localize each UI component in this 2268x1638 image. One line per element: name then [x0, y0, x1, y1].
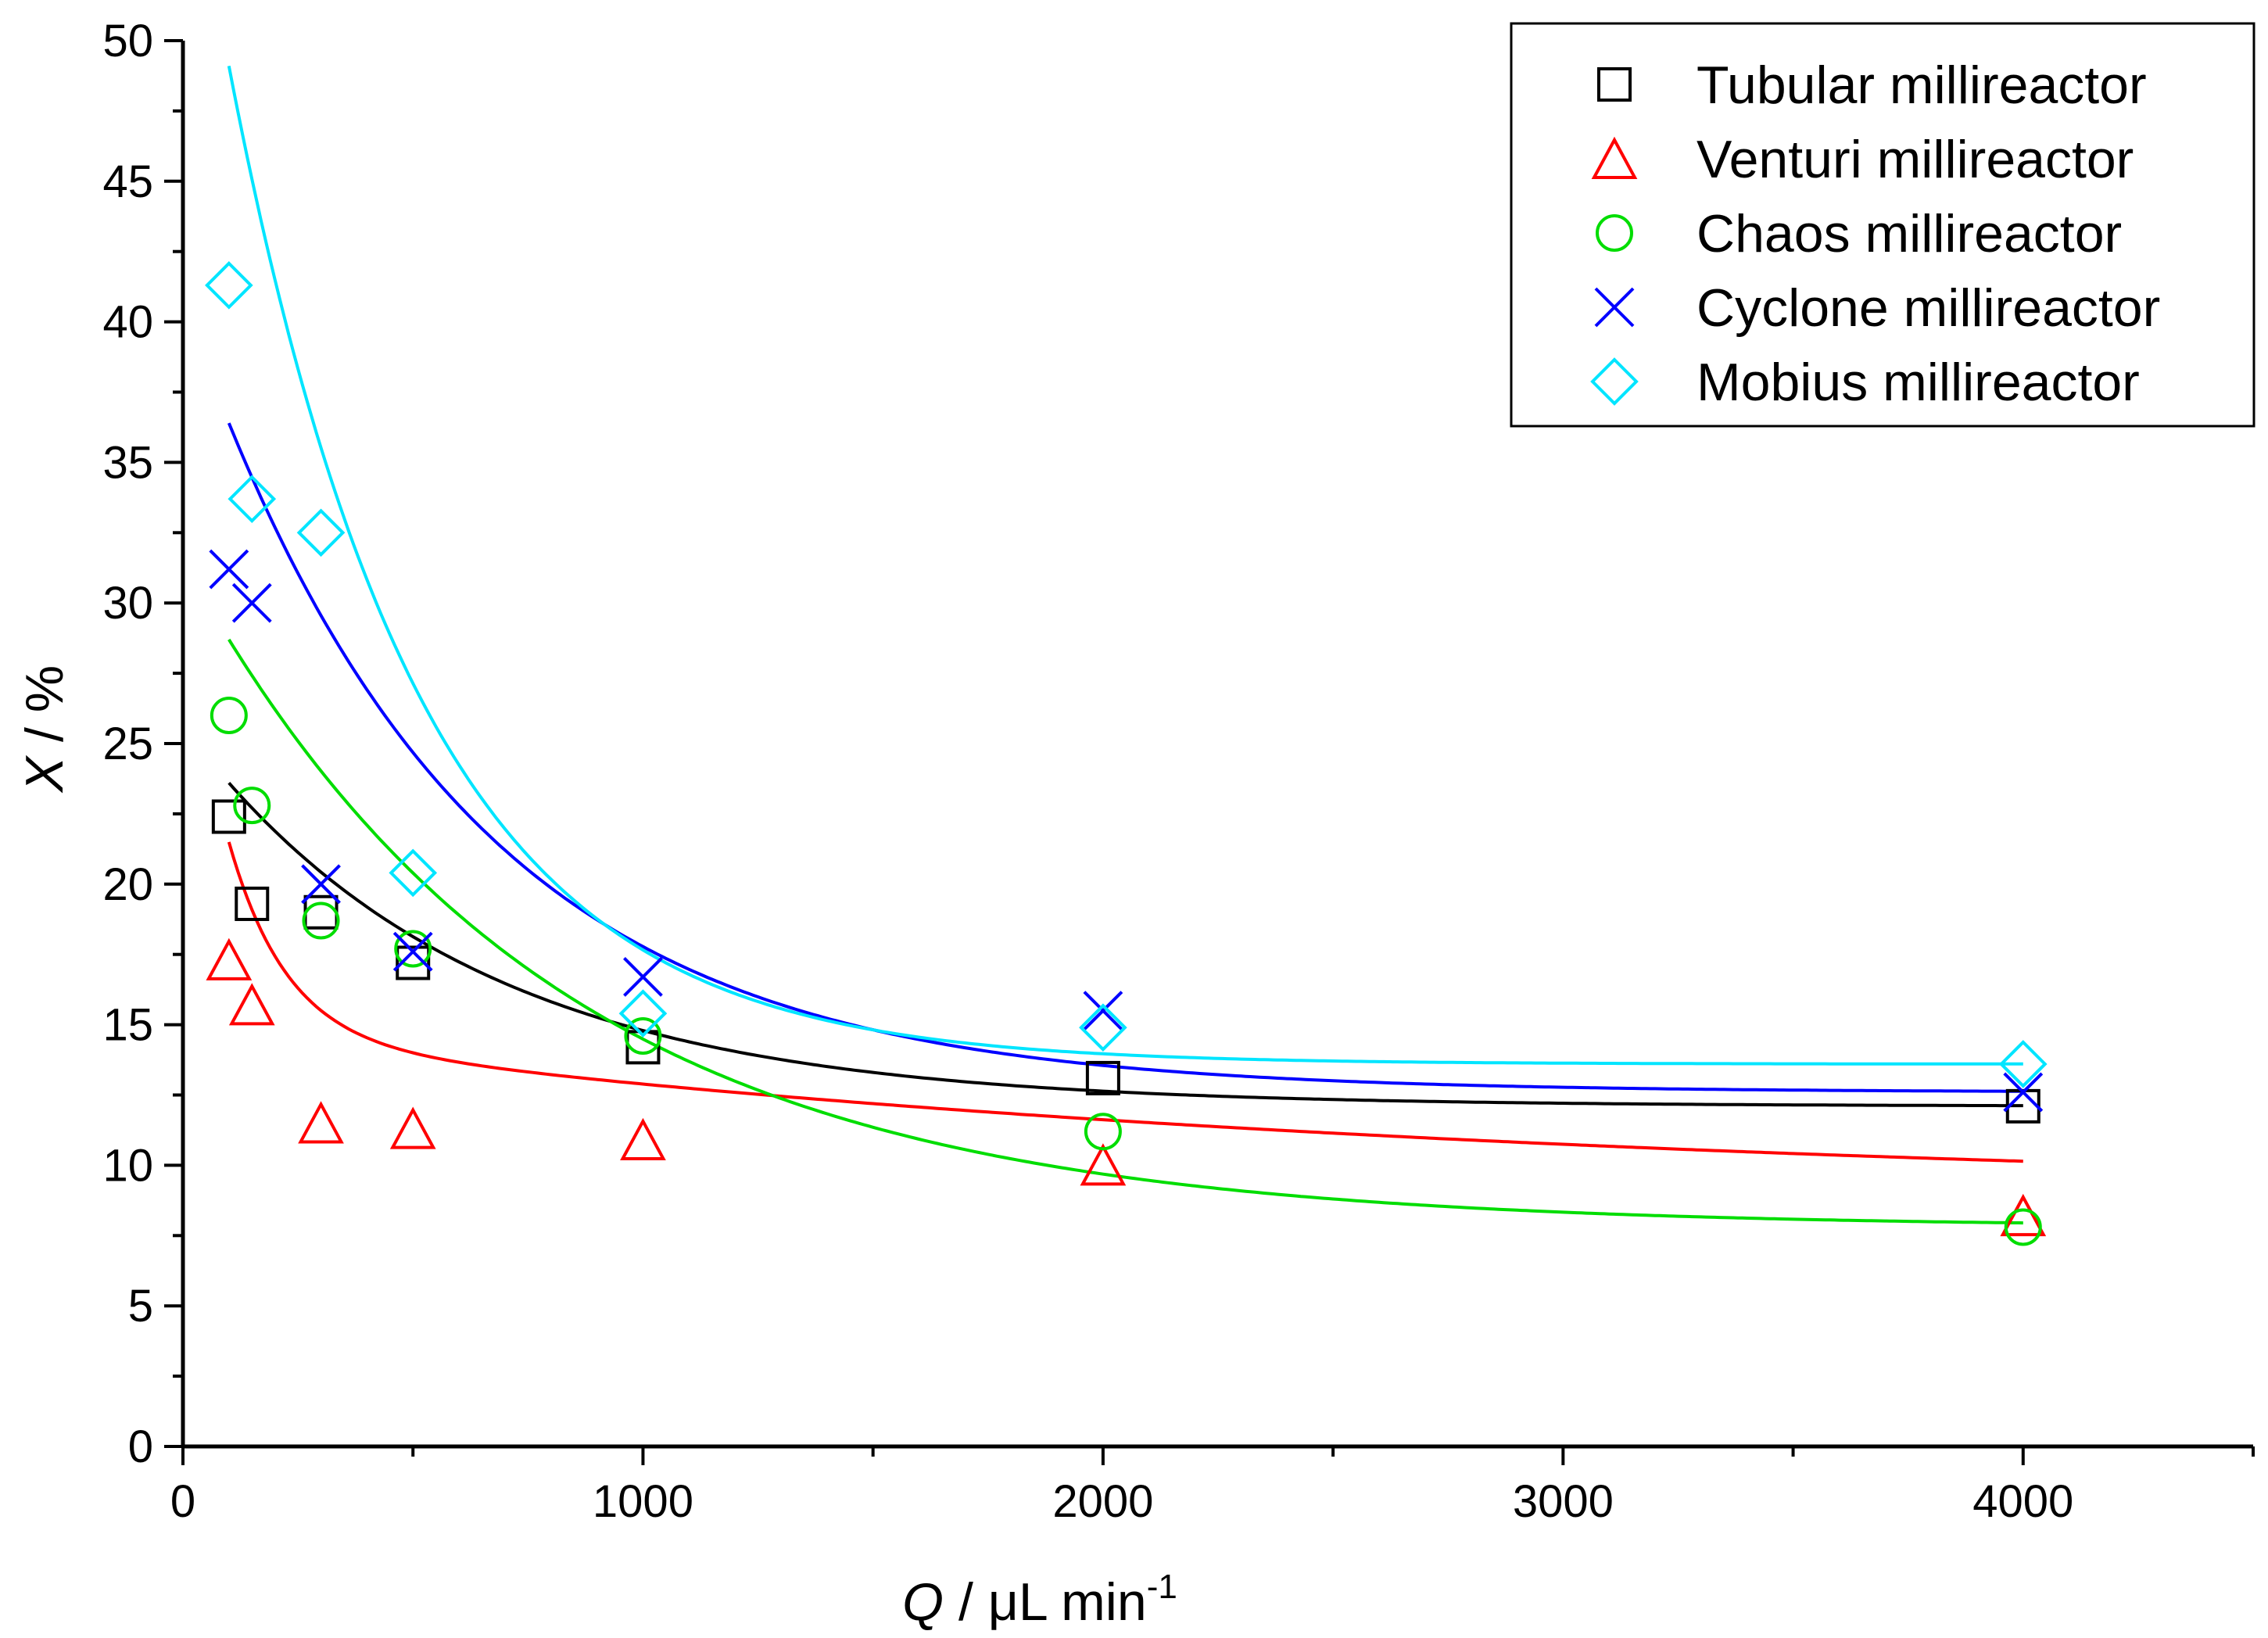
data-point: [235, 886, 270, 921]
data-point: [303, 894, 339, 930]
y-tick-label: 40: [102, 297, 153, 348]
x-tick-label: 2000: [1052, 1476, 1153, 1527]
legend-marker: [1594, 287, 1635, 328]
fit-curve: [227, 66, 2023, 1066]
data-point: [211, 799, 246, 834]
data-point: [302, 901, 340, 940]
y-axis-title: X / %: [15, 665, 74, 794]
data-point: [2003, 1072, 2044, 1113]
fit-curve: [228, 781, 2023, 1108]
data-point: [623, 957, 663, 997]
data-point: [206, 937, 253, 980]
y-tick-label: 15: [102, 1000, 153, 1051]
y-tick-label: 50: [102, 16, 153, 66]
legend-marker: [1590, 357, 1639, 406]
plot-area: [205, 66, 2048, 1246]
legend-label: Venturi millireactor: [1697, 130, 2134, 189]
data-markers: [205, 261, 2048, 1246]
data-point: [2004, 1208, 2042, 1246]
data-point: [205, 261, 253, 310]
x-tick-label: 1000: [593, 1476, 693, 1527]
x-tick-label: 3000: [1513, 1476, 1614, 1527]
data-point: [1085, 1060, 1120, 1095]
data-point: [233, 787, 271, 825]
y-tick-label: 45: [102, 156, 153, 207]
data-point: [1080, 1143, 1127, 1186]
y-tick-label: 30: [102, 578, 153, 629]
y-tick-label: 25: [102, 719, 153, 769]
data-point: [392, 931, 433, 972]
data-point: [2000, 1193, 2047, 1237]
x-tick-label: 0: [170, 1476, 195, 1527]
x-axis-title: Q / μL min-1: [902, 1568, 1177, 1632]
legend-marker: [1597, 67, 1632, 102]
data-point: [1079, 1003, 1127, 1052]
legend: Tubular millireactor Venturi millireactor…: [1510, 22, 2255, 428]
data-point: [389, 1106, 436, 1149]
legend-label: Cyclone millireactor: [1697, 278, 2160, 338]
data-point: [620, 1117, 666, 1161]
data-point: [1998, 1040, 2048, 1088]
y-tick-label: 10: [102, 1140, 153, 1191]
legend-marker: [1596, 214, 1633, 252]
data-point: [624, 1016, 662, 1055]
legend-label: Mobius millireactor: [1697, 353, 2140, 412]
data-point: [389, 848, 438, 898]
fit-curve: [227, 422, 2023, 1093]
x-tick-label: 4000: [1972, 1476, 2073, 1527]
legend-marker: [1591, 136, 1638, 179]
legend-label: Chaos millireactor: [1697, 204, 2122, 263]
legend-box: [1510, 22, 2255, 428]
data-point: [296, 508, 346, 557]
data-point: [625, 1030, 661, 1065]
axes: 0 1000 2000 3000 4000 0 5 10 15 20 25 30 35 40 45 50: [102, 16, 2255, 1527]
legend-items: Tubular millireactor Venturi millireactor…: [1590, 56, 2160, 412]
data-point: [396, 945, 431, 980]
data-point: [298, 1101, 344, 1144]
data-point: [228, 475, 277, 523]
y-tick-label: 35: [102, 437, 153, 488]
data-point: [209, 549, 249, 590]
legend-label: Tubular millireactor: [1697, 56, 2147, 115]
y-tick-label: 5: [128, 1281, 153, 1332]
data-point: [210, 697, 248, 735]
data-point: [1083, 991, 1123, 1031]
data-point: [231, 582, 272, 623]
fit-curves: [227, 66, 2023, 1225]
y-tick-label: 0: [128, 1421, 153, 1472]
data-point: [394, 930, 432, 968]
data-point: [618, 989, 668, 1038]
fit-curve: [227, 841, 2023, 1163]
y-ticks: 0 5 10 15 20 25 30 35 40 45 50: [102, 16, 183, 1472]
fit-curve: [228, 638, 2023, 1225]
data-point: [228, 983, 275, 1026]
y-tick-label: 20: [102, 859, 153, 910]
data-point: [301, 864, 341, 905]
x-ticks: 0 1000 2000 3000 4000: [170, 1446, 2255, 1527]
data-point: [1084, 1113, 1122, 1151]
